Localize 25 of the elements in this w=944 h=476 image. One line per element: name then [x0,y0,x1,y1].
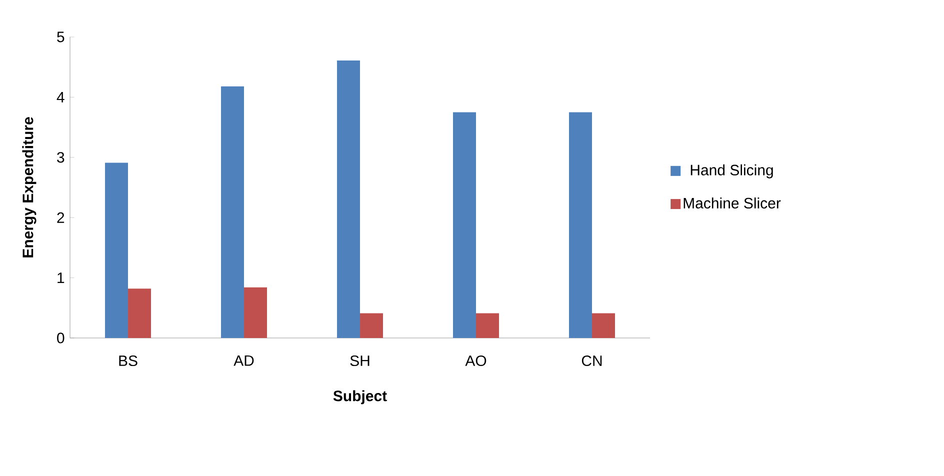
bar [244,287,268,338]
y-tick-label: 0 [57,332,64,344]
bar [105,162,128,338]
y-tick-label: 1 [58,272,64,283]
x-axis-title: Subject [333,390,387,404]
y-tick-label: 3 [57,152,64,163]
x-tick-label: AD [234,355,254,366]
legend-label: Hand Slicing [690,164,773,178]
y-axis-title: Energy Expenditure [22,117,36,258]
bar [569,112,592,338]
y-tick-label: 5 [57,32,64,42]
bar [337,60,360,338]
bar [360,313,384,338]
bar [476,313,500,338]
x-tick-label: CN [582,355,602,366]
y-tick-label: 4 [56,92,64,102]
x-tick-label: AO [465,355,486,366]
bar [453,112,476,338]
legend-label: Machine Slicer [684,197,781,208]
x-tick-label: SH [350,355,370,366]
bar [592,313,616,338]
y-tick-label: 2 [57,212,64,223]
x-tick-label: BS [119,355,138,366]
bar [128,288,152,338]
bar [221,86,244,338]
